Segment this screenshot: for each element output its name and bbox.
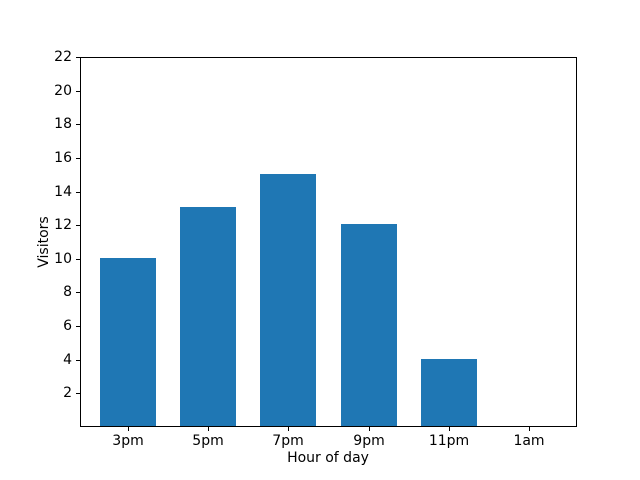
- x-tick-label-7pm: 7pm: [272, 433, 304, 449]
- y-tick-label: 4: [63, 352, 72, 368]
- y-tick-mark: [76, 360, 80, 361]
- y-tick-label: 18: [54, 116, 72, 132]
- bar-11pm: [421, 359, 477, 426]
- y-tick-label: 6: [63, 318, 72, 334]
- bar-3pm: [100, 258, 156, 426]
- x-tick-label-5pm: 5pm: [192, 433, 224, 449]
- y-tick-mark: [76, 158, 80, 159]
- y-tick-mark: [76, 124, 80, 125]
- bar-9pm: [341, 224, 397, 426]
- y-tick-label: 20: [54, 83, 72, 99]
- y-tick-label: 14: [54, 184, 72, 200]
- y-axis-label: Visitors: [36, 216, 52, 268]
- x-tick-mark: [449, 427, 450, 431]
- y-tick-label: 16: [54, 150, 72, 166]
- plot-area: [80, 57, 577, 427]
- x-axis-label: Hour of day: [287, 450, 369, 466]
- x-tick-label-3pm: 3pm: [112, 433, 144, 449]
- y-tick-mark: [76, 292, 80, 293]
- x-tick-label-1am: 1am: [513, 433, 545, 449]
- y-tick-mark: [76, 326, 80, 327]
- y-tick-mark: [76, 225, 80, 226]
- y-tick-label: 2: [63, 385, 72, 401]
- y-tick-mark: [76, 91, 80, 92]
- y-tick-mark: [76, 57, 80, 58]
- y-tick-label: 22: [54, 49, 72, 65]
- y-tick-label: 10: [54, 251, 72, 267]
- x-tick-mark: [128, 427, 129, 431]
- bar-5pm: [180, 207, 236, 426]
- x-tick-mark: [208, 427, 209, 431]
- y-tick-label: 8: [63, 284, 72, 300]
- x-tick-label-11pm: 11pm: [428, 433, 470, 449]
- x-tick-mark: [369, 427, 370, 431]
- y-tick-mark: [76, 259, 80, 260]
- y-tick-label: 12: [54, 217, 72, 233]
- x-tick-label-9pm: 9pm: [353, 433, 385, 449]
- x-tick-mark: [288, 427, 289, 431]
- y-tick-mark: [76, 192, 80, 193]
- y-tick-mark: [76, 393, 80, 394]
- bar-7pm: [260, 174, 316, 426]
- x-tick-mark: [529, 427, 530, 431]
